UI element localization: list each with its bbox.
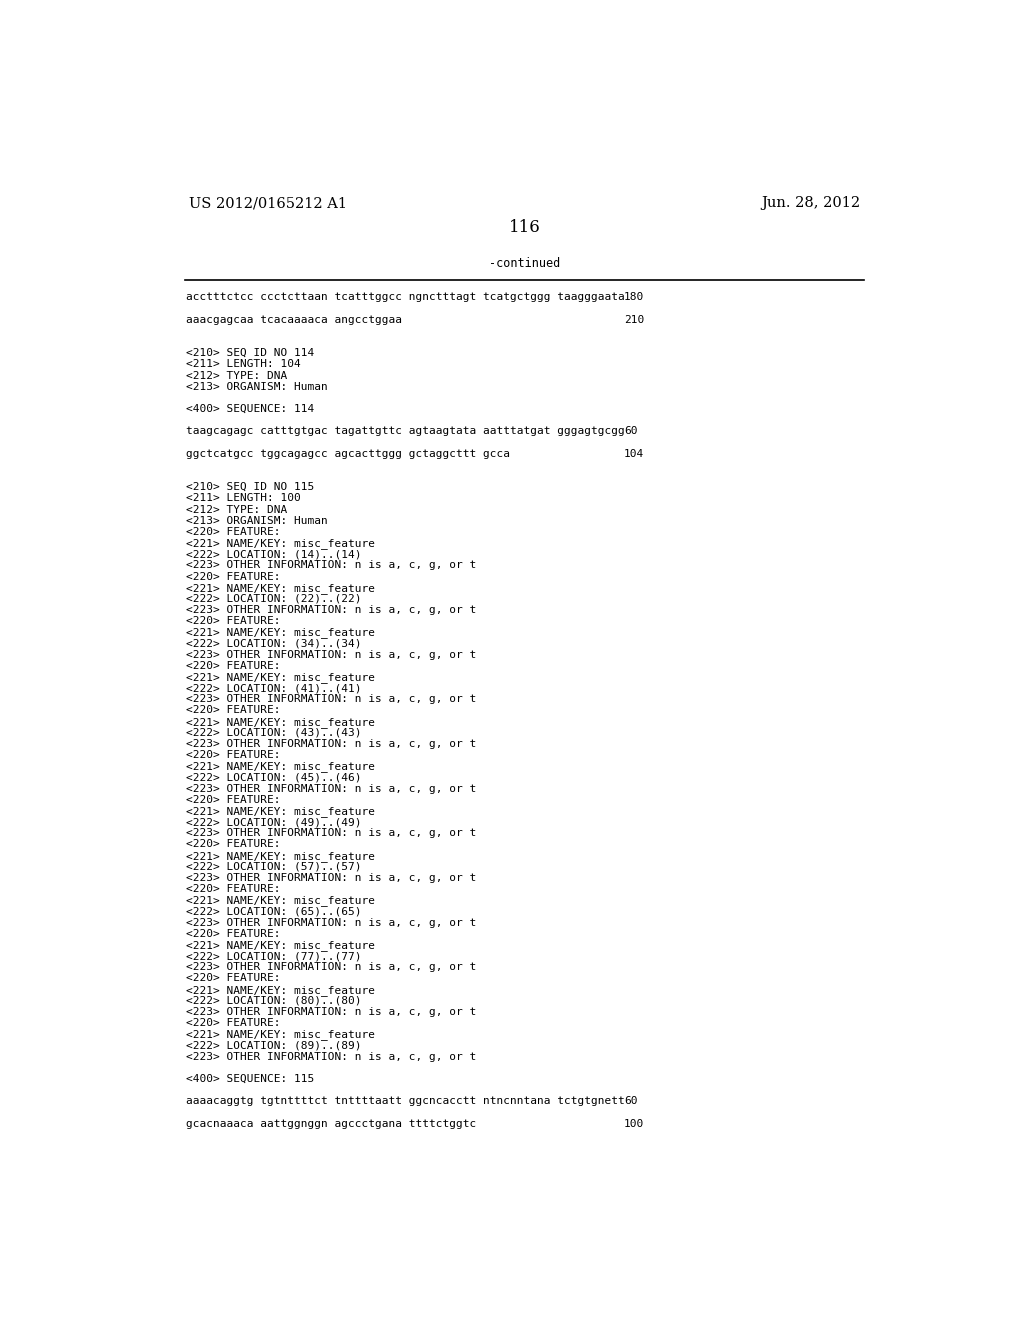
Text: <223> OTHER INFORMATION: n is a, c, g, or t: <223> OTHER INFORMATION: n is a, c, g, o… (186, 829, 476, 838)
Text: <220> FEATURE:: <220> FEATURE: (186, 661, 281, 671)
Text: <221> NAME/KEY: misc_feature: <221> NAME/KEY: misc_feature (186, 672, 375, 682)
Text: <220> FEATURE:: <220> FEATURE: (186, 705, 281, 715)
Text: <213> ORGANISM: Human: <213> ORGANISM: Human (186, 381, 328, 392)
Text: 116: 116 (509, 219, 541, 236)
Text: Jun. 28, 2012: Jun. 28, 2012 (762, 197, 860, 210)
Text: <221> NAME/KEY: misc_feature: <221> NAME/KEY: misc_feature (186, 807, 375, 817)
Text: <220> FEATURE:: <220> FEATURE: (186, 840, 281, 850)
Text: <211> LENGTH: 100: <211> LENGTH: 100 (186, 494, 301, 503)
Text: <210> SEQ ID NO 114: <210> SEQ ID NO 114 (186, 348, 314, 358)
Text: <223> OTHER INFORMATION: n is a, c, g, or t: <223> OTHER INFORMATION: n is a, c, g, o… (186, 605, 476, 615)
Text: ggctcatgcc tggcagagcc agcacttggg gctaggcttt gcca: ggctcatgcc tggcagagcc agcacttggg gctaggc… (186, 449, 510, 458)
Text: <212> TYPE: DNA: <212> TYPE: DNA (186, 371, 288, 380)
Text: <222> LOCATION: (41)..(41): <222> LOCATION: (41)..(41) (186, 684, 361, 693)
Text: taagcagagc catttgtgac tagattgttc agtaagtata aatttatgat gggagtgcgg: taagcagagc catttgtgac tagattgttc agtaagt… (186, 426, 625, 437)
Text: <222> LOCATION: (49)..(49): <222> LOCATION: (49)..(49) (186, 817, 361, 828)
Text: <212> TYPE: DNA: <212> TYPE: DNA (186, 504, 288, 515)
Text: <222> LOCATION: (45)..(46): <222> LOCATION: (45)..(46) (186, 772, 361, 783)
Text: <222> LOCATION: (57)..(57): <222> LOCATION: (57)..(57) (186, 862, 361, 871)
Text: <220> FEATURE:: <220> FEATURE: (186, 1018, 281, 1028)
Text: <400> SEQUENCE: 115: <400> SEQUENCE: 115 (186, 1074, 314, 1084)
Text: <222> LOCATION: (22)..(22): <222> LOCATION: (22)..(22) (186, 594, 361, 603)
Text: 104: 104 (624, 449, 644, 458)
Text: <220> FEATURE:: <220> FEATURE: (186, 572, 281, 582)
Text: US 2012/0165212 A1: US 2012/0165212 A1 (189, 197, 347, 210)
Text: <222> LOCATION: (77)..(77): <222> LOCATION: (77)..(77) (186, 952, 361, 961)
Text: <221> NAME/KEY: misc_feature: <221> NAME/KEY: misc_feature (186, 762, 375, 772)
Text: <221> NAME/KEY: misc_feature: <221> NAME/KEY: misc_feature (186, 627, 375, 639)
Text: 60: 60 (624, 426, 638, 437)
Text: <222> LOCATION: (80)..(80): <222> LOCATION: (80)..(80) (186, 995, 361, 1006)
Text: <213> ORGANISM: Human: <213> ORGANISM: Human (186, 516, 328, 525)
Text: -continued: -continued (489, 257, 560, 271)
Text: <223> OTHER INFORMATION: n is a, c, g, or t: <223> OTHER INFORMATION: n is a, c, g, o… (186, 962, 476, 973)
Text: <223> OTHER INFORMATION: n is a, c, g, or t: <223> OTHER INFORMATION: n is a, c, g, o… (186, 649, 476, 660)
Text: gcacnaaaca aattggnggn agccctgana ttttctggtc: gcacnaaaca aattggnggn agccctgana ttttctg… (186, 1118, 476, 1129)
Text: <221> NAME/KEY: misc_feature: <221> NAME/KEY: misc_feature (186, 895, 375, 907)
Text: 100: 100 (624, 1118, 644, 1129)
Text: <223> OTHER INFORMATION: n is a, c, g, or t: <223> OTHER INFORMATION: n is a, c, g, o… (186, 739, 476, 748)
Text: <221> NAME/KEY: misc_feature: <221> NAME/KEY: misc_feature (186, 539, 375, 549)
Text: <221> NAME/KEY: misc_feature: <221> NAME/KEY: misc_feature (186, 940, 375, 950)
Text: <222> LOCATION: (65)..(65): <222> LOCATION: (65)..(65) (186, 907, 361, 916)
Text: <222> LOCATION: (43)..(43): <222> LOCATION: (43)..(43) (186, 727, 361, 738)
Text: <222> LOCATION: (14)..(14): <222> LOCATION: (14)..(14) (186, 549, 361, 560)
Text: <223> OTHER INFORMATION: n is a, c, g, or t: <223> OTHER INFORMATION: n is a, c, g, o… (186, 1052, 476, 1061)
Text: <220> FEATURE:: <220> FEATURE: (186, 795, 281, 805)
Text: 180: 180 (624, 293, 644, 302)
Text: 60: 60 (624, 1096, 638, 1106)
Text: <220> FEATURE:: <220> FEATURE: (186, 616, 281, 626)
Text: <221> NAME/KEY: misc_feature: <221> NAME/KEY: misc_feature (186, 985, 375, 995)
Text: acctttctcc ccctcttaan tcatttggcc ngnctttagt tcatgctggg taagggaata: acctttctcc ccctcttaan tcatttggcc ngncttt… (186, 293, 625, 302)
Text: <221> NAME/KEY: misc_feature: <221> NAME/KEY: misc_feature (186, 850, 375, 862)
Text: <223> OTHER INFORMATION: n is a, c, g, or t: <223> OTHER INFORMATION: n is a, c, g, o… (186, 873, 476, 883)
Text: <220> FEATURE:: <220> FEATURE: (186, 527, 281, 537)
Text: <221> NAME/KEY: misc_feature: <221> NAME/KEY: misc_feature (186, 717, 375, 727)
Text: <220> FEATURE:: <220> FEATURE: (186, 884, 281, 894)
Text: <223> OTHER INFORMATION: n is a, c, g, or t: <223> OTHER INFORMATION: n is a, c, g, o… (186, 1007, 476, 1016)
Text: <211> LENGTH: 104: <211> LENGTH: 104 (186, 359, 301, 370)
Text: <221> NAME/KEY: misc_feature: <221> NAME/KEY: misc_feature (186, 582, 375, 594)
Text: <221> NAME/KEY: misc_feature: <221> NAME/KEY: misc_feature (186, 1030, 375, 1040)
Text: <220> FEATURE:: <220> FEATURE: (186, 973, 281, 983)
Text: <223> OTHER INFORMATION: n is a, c, g, or t: <223> OTHER INFORMATION: n is a, c, g, o… (186, 784, 476, 793)
Text: <222> LOCATION: (34)..(34): <222> LOCATION: (34)..(34) (186, 639, 361, 648)
Text: <223> OTHER INFORMATION: n is a, c, g, or t: <223> OTHER INFORMATION: n is a, c, g, o… (186, 694, 476, 705)
Text: <223> OTHER INFORMATION: n is a, c, g, or t: <223> OTHER INFORMATION: n is a, c, g, o… (186, 561, 476, 570)
Text: 210: 210 (624, 314, 644, 325)
Text: aaacgagcaa tcacaaaaca angcctggaa: aaacgagcaa tcacaaaaca angcctggaa (186, 314, 402, 325)
Text: <220> FEATURE:: <220> FEATURE: (186, 750, 281, 760)
Text: <222> LOCATION: (89)..(89): <222> LOCATION: (89)..(89) (186, 1040, 361, 1051)
Text: <220> FEATURE:: <220> FEATURE: (186, 929, 281, 939)
Text: <223> OTHER INFORMATION: n is a, c, g, or t: <223> OTHER INFORMATION: n is a, c, g, o… (186, 917, 476, 928)
Text: aaaacaggtg tgtnttttct tnttttaatt ggcncacctt ntncnntana tctgtgnett: aaaacaggtg tgtnttttct tnttttaatt ggcncac… (186, 1096, 625, 1106)
Text: <400> SEQUENCE: 114: <400> SEQUENCE: 114 (186, 404, 314, 414)
Text: <210> SEQ ID NO 115: <210> SEQ ID NO 115 (186, 482, 314, 492)
